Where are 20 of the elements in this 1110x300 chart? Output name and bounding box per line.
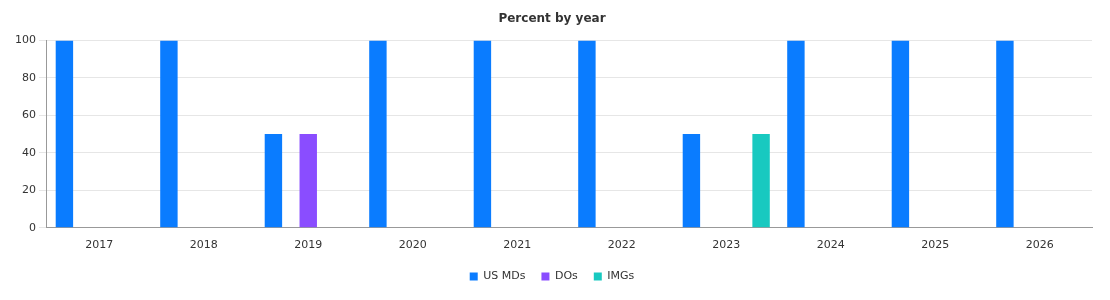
x-tick-label: 2025 [921,238,950,252]
legend-label: DOs [554,269,579,283]
chart-title: Percent by year [498,11,606,26]
x-tick-label: 2019 [294,238,323,252]
x-tick-label: 2026 [1025,238,1054,252]
x-tick-label: 2017 [85,238,114,252]
x-tick-label: 2024 [816,238,845,252]
x-tick-label: 2022 [607,238,636,252]
y-tick-label: 20 [22,183,36,197]
y-tick-label: 60 [22,108,36,122]
x-tick-label: 2018 [189,238,218,252]
y-tick-label: 40 [22,145,36,159]
legend-label: US MDs [483,269,526,283]
x-tick-label: 2023 [712,238,741,252]
legend-label: IMGs [607,269,635,283]
y-tick-label: 80 [22,70,36,84]
x-tick-label: 2020 [398,238,427,252]
x-tick-label: 2021 [503,238,532,252]
y-tick-label: 100 [15,33,36,47]
y-tick-label: 0 [29,220,36,234]
